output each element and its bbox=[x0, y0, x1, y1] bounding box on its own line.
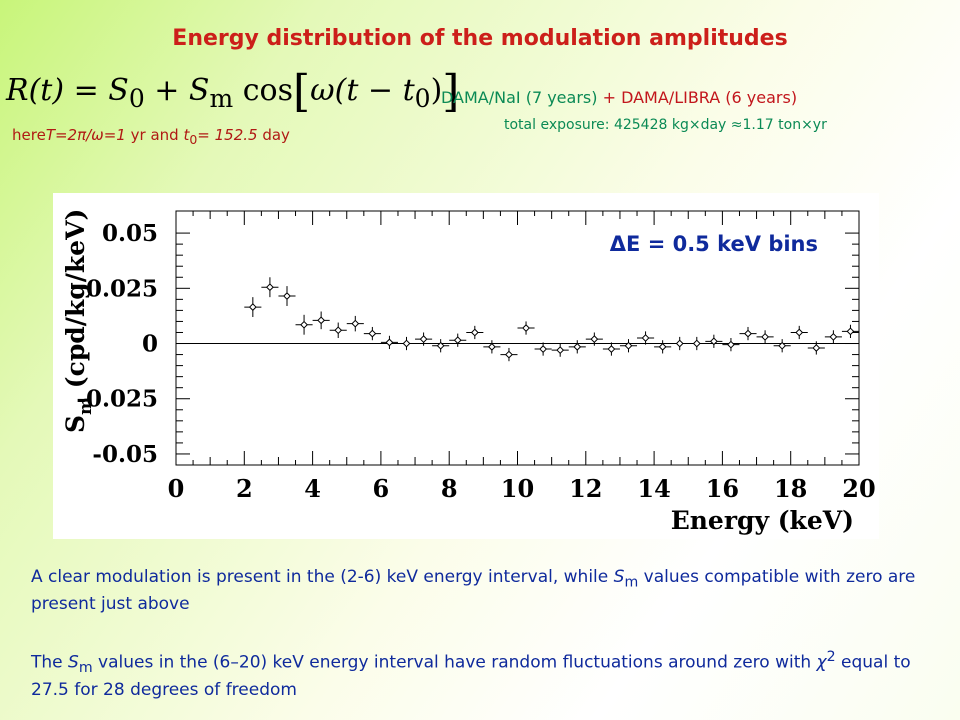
x-tick-label: 8 bbox=[441, 474, 458, 503]
para1-S: S bbox=[613, 567, 625, 587]
period-yr-and: yr and bbox=[125, 126, 184, 144]
x-tick-label: 16 bbox=[706, 474, 739, 503]
para1-text-b: values compatible with zero are present … bbox=[31, 567, 916, 615]
para1-sub-m: m bbox=[624, 574, 639, 591]
formula-mid: + S bbox=[144, 73, 210, 108]
formula-lhs: R(t) = S bbox=[6, 73, 129, 108]
data-point bbox=[641, 334, 650, 342]
paragraph-fluctuations: The Sm values in the (6–20) keV energy i… bbox=[31, 646, 931, 701]
dama-libra-label: DAMA/LIBRA (6 years) bbox=[621, 88, 798, 107]
exposure-label: total exposure: 425428 kg×day ≈1.17 ton×… bbox=[504, 117, 827, 133]
para2-chi: χ bbox=[816, 652, 827, 673]
formula-inner: ω(t − t bbox=[310, 73, 415, 108]
x-tick-label: 12 bbox=[569, 474, 602, 503]
data-point bbox=[556, 346, 565, 355]
formula-sub-m: m bbox=[209, 84, 234, 113]
data-point bbox=[761, 332, 769, 341]
period-t0: t bbox=[183, 126, 190, 144]
para2-sub-m: m bbox=[78, 660, 93, 677]
y-tick-label: -0.025 bbox=[76, 386, 158, 413]
data-point bbox=[573, 342, 582, 351]
data-point bbox=[487, 342, 496, 351]
x-tick-label: 14 bbox=[637, 474, 670, 503]
period-t0-value: = 152.5 bbox=[197, 126, 258, 144]
formula-bracket-close: ] bbox=[442, 66, 460, 117]
y-axis-label: Sm (cpd/kg/keV) bbox=[61, 209, 96, 433]
data-point bbox=[539, 345, 548, 353]
period-day: day bbox=[257, 126, 290, 144]
data-point bbox=[692, 339, 701, 348]
y-tick-label: 0.05 bbox=[102, 220, 158, 247]
x-tick-label: 2 bbox=[236, 474, 253, 503]
para2-text-b: values in the (6–20) keV energy interval… bbox=[92, 652, 817, 673]
para2-text-a: The bbox=[31, 652, 69, 673]
para2-S: S bbox=[68, 652, 79, 673]
data-point bbox=[778, 341, 787, 350]
formula-paren-close: ) bbox=[430, 73, 443, 108]
data-point bbox=[300, 320, 308, 329]
y-tick-label: 0 bbox=[142, 331, 158, 358]
data-point bbox=[522, 324, 530, 332]
x-tick-label: 6 bbox=[373, 474, 390, 503]
dama-nai-label: DAMA/NaI (7 years) bbox=[441, 88, 598, 107]
y-tick-label: 0.025 bbox=[86, 275, 158, 302]
period-lead: here bbox=[12, 126, 46, 144]
data-point bbox=[419, 335, 428, 344]
formula-inner-sub: 0 bbox=[414, 84, 431, 113]
chart-panel: 0 2 4 6 8 10 12 14 16 18 20 0.05 0.025 0 -0.025 -0.05 En… bbox=[53, 193, 879, 539]
paragraph-modulation: A clear modulation is present in the (2-… bbox=[31, 566, 931, 615]
plus-sign: + bbox=[597, 88, 622, 107]
x-tick-label: 4 bbox=[304, 474, 321, 503]
data-point bbox=[709, 337, 718, 346]
data-point bbox=[317, 316, 326, 325]
x-tick-label: 20 bbox=[842, 474, 875, 503]
data-point bbox=[846, 327, 855, 336]
x-tick-label: 0 bbox=[168, 474, 185, 503]
modulation-formula: R(t) = S0 + Sm cos[ω(t − t0)] bbox=[6, 66, 459, 117]
data-point bbox=[607, 345, 616, 353]
period-T: T=2 bbox=[45, 126, 78, 144]
period-definition: hereT=2π/ω=1 yr and t0= 152.5 day bbox=[12, 126, 290, 147]
dataset-label: DAMA/NaI (7 years) + DAMA/LIBRA (6 years… bbox=[441, 88, 797, 107]
para1-text-a: A clear modulation is present in the (2-… bbox=[31, 567, 614, 587]
x-axis-label: Energy (keV) bbox=[671, 506, 854, 535]
x-tick-label: 18 bbox=[774, 474, 807, 503]
data-point bbox=[368, 329, 377, 338]
data-point bbox=[266, 283, 274, 292]
slide-title: Energy distribution of the modulation am… bbox=[172, 26, 788, 51]
data-point bbox=[829, 332, 838, 341]
data-point bbox=[675, 339, 684, 348]
sm-energy-plot: 0 2 4 6 8 10 12 14 16 18 20 0.05 0.025 0 -0.025 -0.05 En… bbox=[61, 209, 876, 535]
data-point bbox=[283, 292, 291, 300]
data-point bbox=[590, 335, 599, 344]
data-point bbox=[351, 319, 360, 328]
formula-bracket-open: [ bbox=[293, 66, 311, 117]
x-tick-label: 10 bbox=[501, 474, 534, 503]
data-point bbox=[436, 341, 445, 350]
formula-cos: cos bbox=[233, 73, 293, 108]
data-point bbox=[658, 342, 667, 351]
data-point bbox=[470, 328, 479, 337]
data-point bbox=[248, 303, 257, 311]
data-point bbox=[744, 329, 752, 338]
data-point bbox=[727, 340, 735, 349]
y-tick-label: -0.05 bbox=[92, 441, 158, 468]
formula-sub-0: 0 bbox=[128, 84, 145, 113]
para2-sup-2: 2 bbox=[826, 649, 836, 665]
period-pi-omega: π/ω=1 bbox=[77, 126, 126, 144]
data-point bbox=[385, 338, 394, 347]
data-point bbox=[453, 336, 462, 345]
bin-width-annotation: ΔE = 0.5 keV bins bbox=[610, 232, 818, 256]
data-point bbox=[402, 339, 411, 348]
data-point bbox=[624, 341, 633, 350]
data-point bbox=[334, 326, 343, 335]
para2-text-c: equal to 27.5 for 28 degrees of freedom bbox=[31, 652, 911, 701]
period-t0-sub: 0 bbox=[189, 132, 198, 147]
data-point bbox=[505, 350, 513, 359]
data-point bbox=[795, 328, 804, 337]
data-point bbox=[812, 344, 821, 352]
